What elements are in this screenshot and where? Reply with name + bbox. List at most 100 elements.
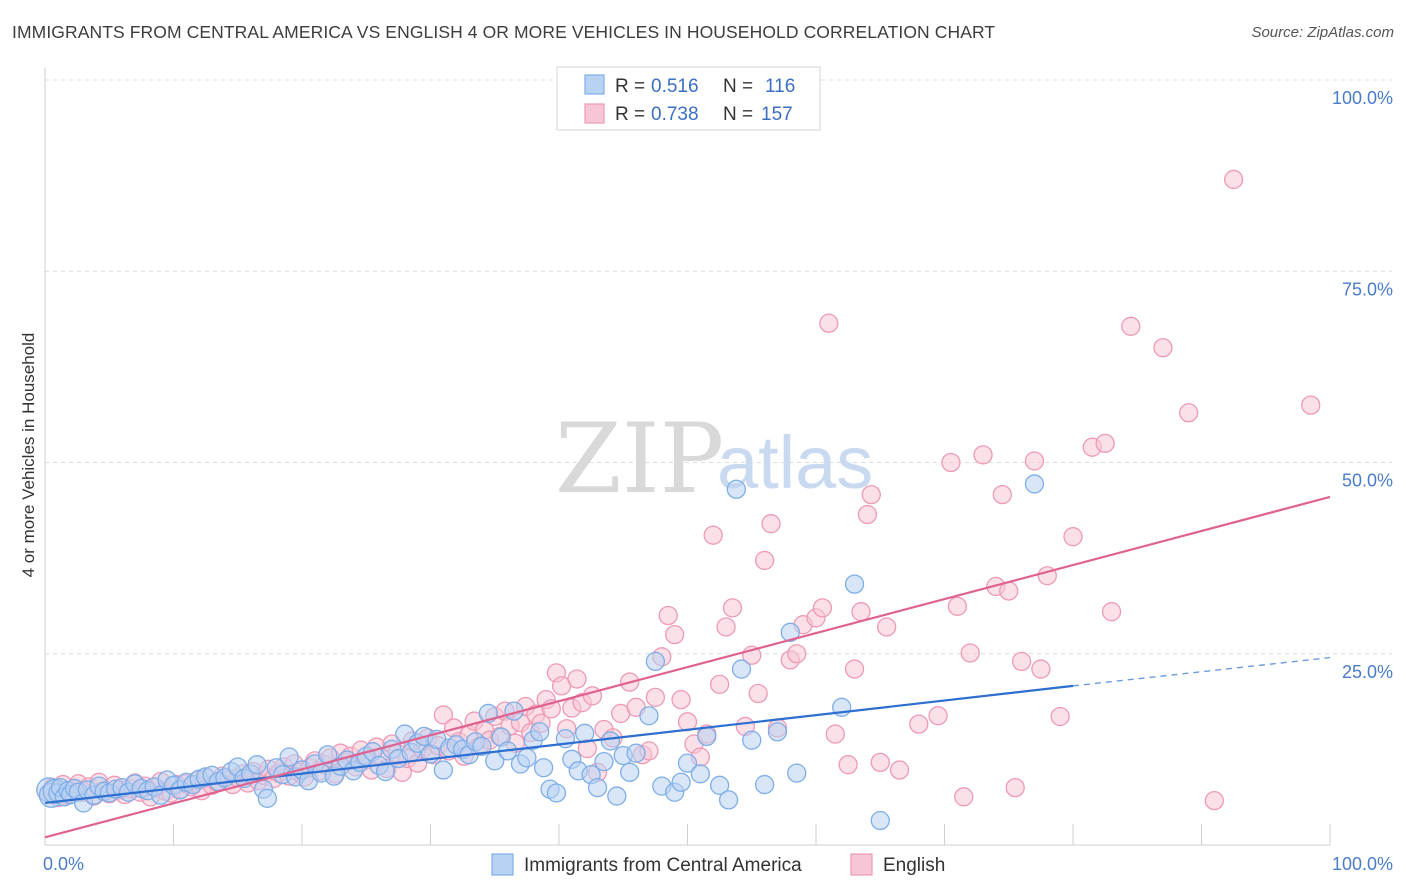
central-america-point-117 [870,810,890,831]
central-america-point-118 [1024,474,1045,494]
english-point-125 [709,674,730,694]
english-point-144 [857,504,878,525]
central-america-point-40 [257,788,277,808]
legend-swatch-central [584,74,605,95]
central-america-point-91 [587,777,608,798]
bottom-legend-swatch-central [491,853,514,876]
legend-r-label-english: R = [615,104,645,125]
central-america-point-111 [754,774,775,795]
watermark-zip: ZIP [555,403,724,515]
english-point-161 [1024,451,1045,471]
legend-n-value-central: 116 [765,76,795,97]
english-point-77 [433,705,454,725]
english-point-172 [1204,790,1224,811]
english-point-149 [909,714,929,734]
central-america-point-73 [472,736,492,756]
english-point-169 [1121,316,1141,336]
central-america-point-110 [742,730,762,750]
english-point-135 [787,644,807,664]
central-america-point-102 [671,772,691,792]
english-point-153 [954,787,974,807]
central-america-point-103 [677,753,698,773]
x-tick-label-min: 0.0% [43,854,84,874]
bottom-legend-label-central: Immigrants from Central America [524,855,802,876]
english-point-173 [1223,169,1244,190]
bottom-legend-swatch-english [850,853,873,876]
english-point-117 [658,605,678,626]
english-point-159 [1005,777,1025,798]
central-america-point-114 [787,763,807,783]
central-america-point-97 [626,743,646,763]
trend-line-central-america [44,684,1074,805]
central-america-point-83 [533,758,554,778]
central-america-point-82 [530,722,550,742]
trend-lines [44,495,1331,839]
central-america-point-67 [433,760,454,780]
central-america-point-49 [318,745,338,765]
english-point-162 [1031,659,1051,679]
english-point-165 [1063,527,1083,547]
english-point-157 [992,484,1012,505]
central-america-point-94 [607,786,627,806]
central-america-point-109 [731,659,752,679]
central-america-point-58 [375,761,396,782]
english-point-138 [812,598,833,618]
central-america-point-113 [780,622,800,642]
legend-n-value-english: 157 [761,104,793,125]
y-tick-labels: 25.0% 50.0% 75.0% 100.0% [1332,88,1393,682]
grid-lines [45,79,1392,655]
english-point-140 [825,724,845,744]
english-point-164 [1050,706,1070,727]
central-america-point-106 [709,775,730,795]
trend-line-central-america-extension [1072,656,1331,687]
legend-box: R = 0.516 N = 116 R = 0.738 N = 157 [556,66,821,131]
central-america-point-96 [620,762,640,782]
central-america-point-92 [594,751,614,772]
central-america-point-43 [279,747,299,767]
english-point-170 [1153,338,1173,358]
y-tick-label-2: 75.0% [1342,279,1393,299]
legend-n-label-english: N = [723,104,753,125]
english-point-139 [819,313,839,333]
english-point-147 [877,617,897,637]
central-america-point-108 [726,479,746,499]
english-point-132 [761,514,781,534]
y-axis-label: 4 or more Vehicles in Household [19,333,38,578]
central-america-point-104 [690,764,710,784]
english-point-148 [889,760,910,780]
english-point-168 [1101,602,1122,622]
y-tick-label-0: 25.0% [1342,662,1393,682]
english-point-154 [960,643,980,663]
legend-r-value-english: 0.738 [651,104,699,125]
central-america-point-85 [546,783,567,803]
central-america-points [36,474,1045,831]
central-america-point-93 [600,731,621,751]
english-point-118 [665,624,685,645]
central-america-point-99 [645,651,666,672]
english-point-142 [844,659,865,679]
english-point-127 [722,598,743,618]
central-america-point-107 [718,790,739,810]
chart-title: IMMIGRANTS FROM CENTRAL AMERICA VS ENGLI… [12,22,996,42]
english-point-152 [947,596,967,616]
x-tick-label-max: 100.0% [1332,854,1393,874]
english-point-145 [861,484,881,505]
legend-r-label-central: R = [615,76,645,97]
english-point-174 [1301,395,1321,415]
central-america-point-98 [639,706,659,726]
central-america-point-89 [575,723,595,743]
bottom-legend: Immigrants from Central America English [491,853,945,876]
legend-r-value-central: 0.516 [651,76,699,97]
english-point-155 [973,445,993,465]
source-credit: Source: ZipAtlas.com [1251,24,1394,41]
legend-n-label-central: N = [723,76,753,97]
y-tick-label-3: 100.0% [1332,88,1393,108]
central-america-point-80 [517,748,537,768]
english-point-115 [645,687,666,708]
english-point-171 [1179,403,1199,423]
english-point-150 [928,706,948,726]
english-point-167 [1095,433,1115,454]
axes [44,68,1331,846]
english-point-151 [941,452,961,473]
